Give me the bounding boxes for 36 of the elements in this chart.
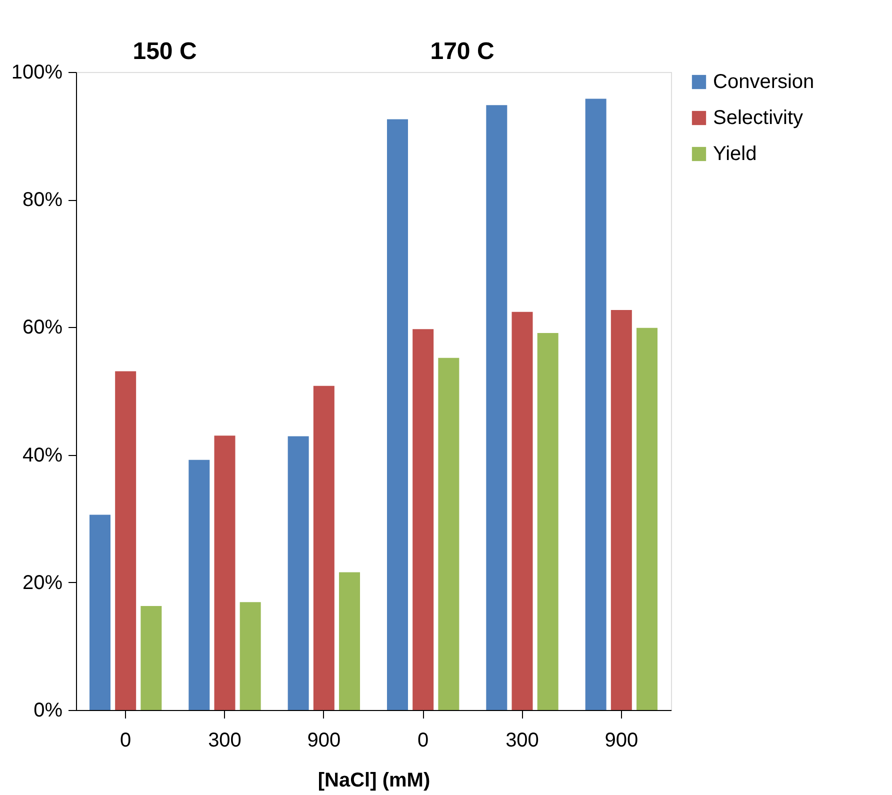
bar (636, 328, 658, 710)
y-tick-label: 100% (11, 62, 63, 84)
x-tick-label: 0 (418, 730, 429, 752)
y-tick-label: 80% (22, 189, 63, 212)
bar (412, 329, 434, 710)
bar (115, 371, 136, 710)
bar (188, 460, 210, 710)
bar (537, 332, 558, 710)
text: 150 C (132, 38, 197, 65)
y-tick-label: 60% (22, 316, 63, 339)
bar (386, 119, 408, 710)
x-tick-label: 300 (208, 730, 242, 752)
bar (585, 98, 606, 710)
bar (240, 602, 261, 710)
x-tick-label: 300 (506, 730, 539, 752)
bar (339, 572, 360, 710)
bar (288, 436, 309, 710)
x-tick-label: 900 (307, 730, 341, 752)
x-axis-title: [NaCl] (mM) (318, 770, 430, 792)
y-tick-label: 20% (22, 572, 63, 594)
y-tick-label: 0% (34, 700, 63, 722)
bar (214, 436, 236, 710)
x-tick-label: 900 (604, 730, 638, 752)
x-tick-label: 0 (120, 730, 132, 752)
legend-label: Selectivity (713, 107, 804, 129)
bar (438, 358, 460, 710)
bar (610, 310, 632, 710)
legend-label: Yield (713, 143, 757, 165)
bar (89, 514, 110, 710)
y-tick-label: 40% (22, 444, 63, 466)
bar (512, 312, 533, 710)
bar (486, 105, 508, 710)
bar (313, 386, 334, 710)
bar (140, 606, 162, 710)
text: 170 C (430, 38, 494, 65)
legend-label: Conversion (713, 71, 814, 93)
